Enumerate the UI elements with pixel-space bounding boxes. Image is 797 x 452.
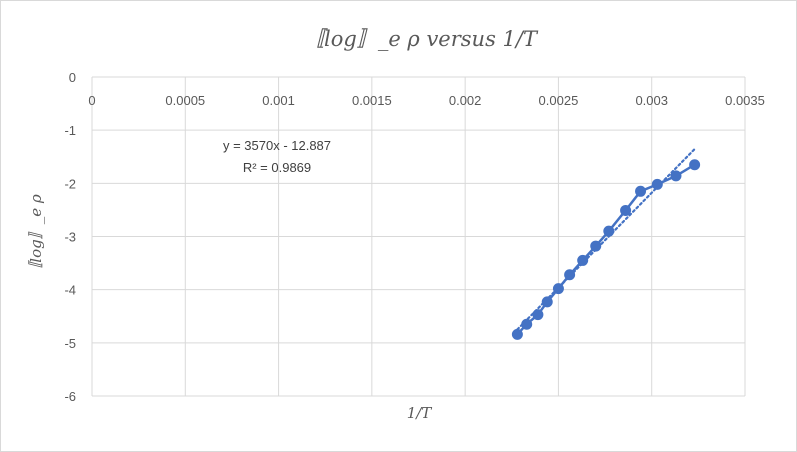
series-line: [516, 163, 696, 336]
data-point: [532, 309, 544, 321]
data-point: [541, 296, 553, 308]
x-tick-label: 0.0015: [352, 93, 392, 108]
y-tick-label: -2: [64, 176, 76, 191]
x-tick-label: 0.003: [635, 93, 668, 108]
grid: [91, 76, 746, 397]
data-point: [651, 178, 663, 190]
data-point: [689, 159, 701, 171]
data-point: [590, 240, 602, 252]
data-series: [511, 159, 701, 340]
tick-labels: 0 0.0005 0.001 0.0015 0.002 0.0025 0.003 0.0035…: [64, 70, 764, 404]
x-tick-label: 0: [88, 93, 95, 108]
chart-title: 〚log〛_e ρ versus 1/T: [303, 27, 539, 51]
data-point: [635, 185, 647, 197]
x-tick-label: 0.0025: [539, 93, 579, 108]
data-point: [564, 269, 576, 281]
trendline-equation: y = 3570x - 12.887: [223, 138, 331, 153]
data-point: [552, 283, 564, 295]
y-tick-label: -3: [64, 230, 76, 245]
y-tick-label: -6: [64, 389, 76, 404]
x-tick-label: 0.002: [449, 93, 482, 108]
y-tick-label: -4: [64, 283, 76, 298]
y-tick-label: -5: [64, 336, 76, 351]
data-point: [620, 204, 632, 216]
x-tick-label: 0.0005: [165, 93, 205, 108]
x-axis-label: 1/T: [407, 404, 433, 422]
y-tick-label: -1: [64, 123, 76, 138]
data-point: [511, 328, 523, 340]
data-point: [577, 254, 589, 266]
data-point: [670, 170, 682, 182]
data-point: [603, 225, 615, 237]
data-point: [521, 318, 533, 330]
x-tick-label: 0.0035: [725, 93, 765, 108]
trendline-r-squared: R² = 0.9869: [243, 160, 311, 175]
y-tick-label: 0: [69, 70, 76, 85]
x-tick-label: 0.001: [262, 93, 295, 108]
y-axis-label: 〚log〛_e ρ: [27, 194, 45, 278]
